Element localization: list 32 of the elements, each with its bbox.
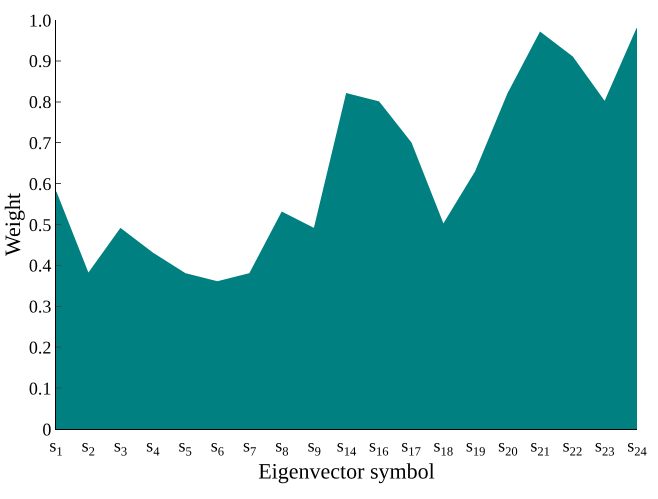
x-axis-title: Eigenvector symbol <box>258 458 435 484</box>
x-tick-label: s$_{8}$ <box>275 436 289 458</box>
x-tick-label: s$_{17}$ <box>401 436 421 458</box>
y-tick-label: 1.0 <box>28 10 52 30</box>
y-tick-label: 0.7 <box>28 133 52 153</box>
x-tick-label: s$_{19}$ <box>466 436 486 458</box>
x-tick-label: s$_{23}$ <box>594 436 615 458</box>
x-tick-label: s$_{9}$ <box>308 436 321 458</box>
x-tick-label: s$_{2}$ <box>82 436 95 458</box>
x-tick-label: s$_{14}$ <box>336 436 358 458</box>
y-tick-label: 0.4 <box>28 256 52 276</box>
y-tick-label: 0.1 <box>28 378 52 398</box>
y-tick-label: 0.3 <box>28 296 52 317</box>
x-tick-label: s$_{24}$ <box>627 436 648 458</box>
x-tick-label: s$_{18}$ <box>434 436 454 458</box>
x-tick-label: s$_{4}$ <box>146 436 160 458</box>
y-tick-label: 0.6 <box>28 174 52 194</box>
x-tick-label: s$_{6}$ <box>210 436 224 458</box>
x-tick-label: s$_{16}$ <box>368 436 389 458</box>
x-tick-label: s$_{21}$ <box>530 436 550 458</box>
y-tick-label: 0.2 <box>28 338 52 358</box>
y-tick-label: 0.8 <box>28 92 52 112</box>
x-tick-label: s$_{22}$ <box>562 436 582 458</box>
y-axis-title: Weight <box>0 193 25 256</box>
x-tick-label: s$_{3}$ <box>114 436 128 458</box>
x-tick-label: s$_{5}$ <box>178 436 192 458</box>
y-tick-label: 0.9 <box>28 51 52 72</box>
y-tick-label: 0.5 <box>28 214 52 235</box>
x-tick-label: s$_{7}$ <box>243 436 256 458</box>
x-tick-label: s$_{20}$ <box>498 436 518 458</box>
y-tick-label: 0 <box>42 419 52 440</box>
x-tick-label: s$_{1}$ <box>49 436 63 458</box>
